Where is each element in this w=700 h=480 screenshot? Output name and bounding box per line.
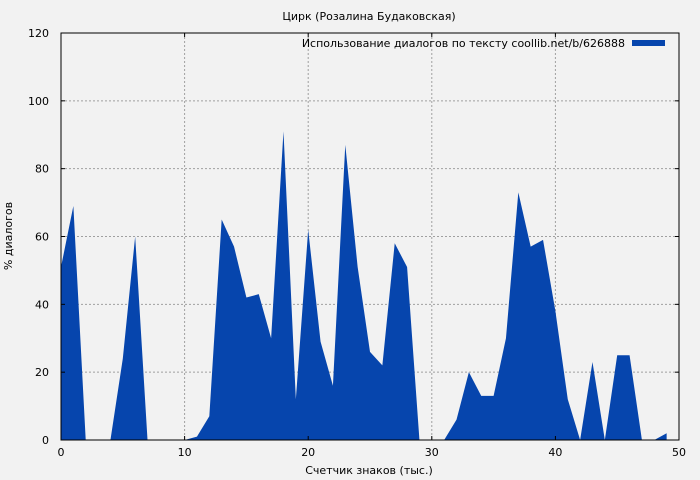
series-area xyxy=(61,131,667,440)
y-tick-label: 20 xyxy=(35,366,49,379)
x-tick-label: 40 xyxy=(548,446,562,459)
ticks: 0 10 20 30 40 50 0 20 40 60 80 100 120 xyxy=(28,27,686,459)
series-layer xyxy=(61,131,667,440)
y-tick-label: 60 xyxy=(35,231,49,244)
x-axis-label: Счетчик знаков (тыс.) xyxy=(305,464,433,477)
y-tick-label: 40 xyxy=(35,298,49,311)
legend: Использование диалогов по тексту coollib… xyxy=(302,37,665,50)
y-tick-label: 120 xyxy=(28,27,49,40)
x-tick-label: 30 xyxy=(425,446,439,459)
x-tick-label: 10 xyxy=(178,446,192,459)
y-tick-label: 80 xyxy=(35,163,49,176)
x-tick-label: 0 xyxy=(58,446,65,459)
y-tick-label: 0 xyxy=(42,434,49,447)
y-tick-label: 100 xyxy=(28,95,49,108)
chart-title: Цирк (Розалина Будаковская) xyxy=(282,10,455,23)
legend-label: Использование диалогов по тексту coollib… xyxy=(302,37,625,50)
x-tick-label: 20 xyxy=(301,446,315,459)
x-tick-label: 50 xyxy=(672,446,686,459)
legend-swatch xyxy=(632,40,665,46)
y-axis-label: % диалогов xyxy=(2,202,15,270)
